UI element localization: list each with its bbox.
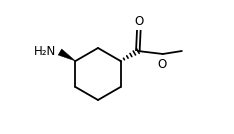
Text: H₂N: H₂N xyxy=(34,44,56,57)
Text: O: O xyxy=(134,14,143,27)
Text: O: O xyxy=(157,58,166,71)
Polygon shape xyxy=(58,49,76,61)
